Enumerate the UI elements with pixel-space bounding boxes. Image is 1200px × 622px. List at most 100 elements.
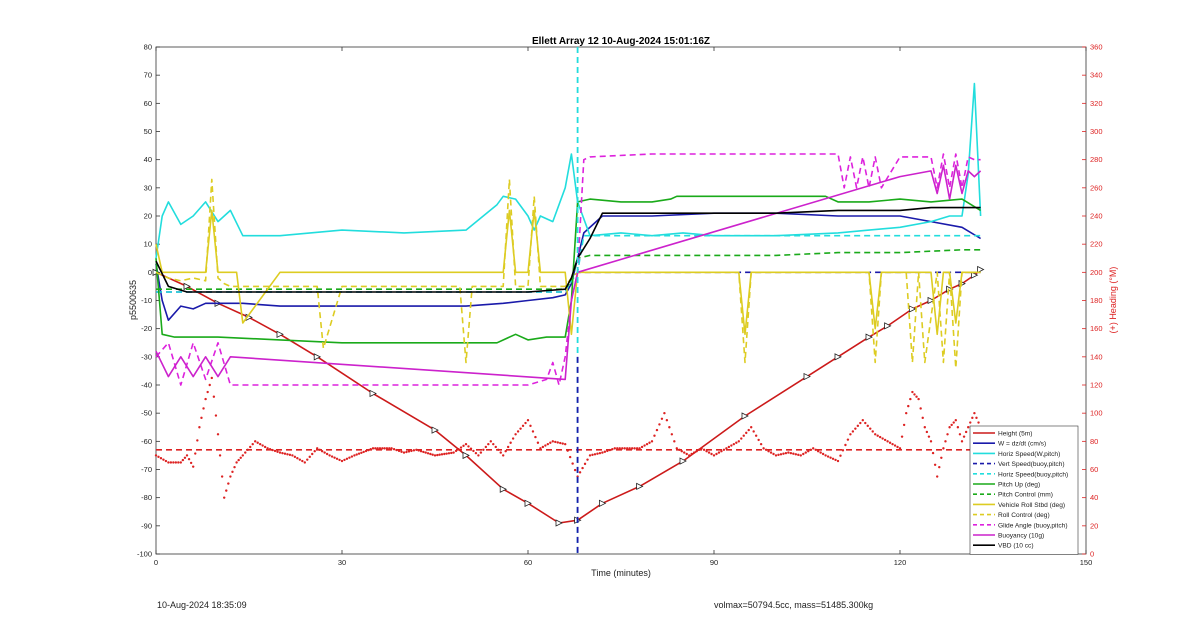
series-heading-point bbox=[374, 447, 377, 450]
legend-label: W = dz/dt (cm/s) bbox=[998, 441, 1046, 448]
series-heading-point bbox=[258, 442, 262, 446]
series-heading-point bbox=[648, 441, 651, 444]
series-heading-point bbox=[293, 455, 297, 459]
series-height-5m-marker bbox=[834, 353, 842, 361]
series-heading-point bbox=[296, 457, 299, 460]
series-heading-point bbox=[578, 471, 582, 474]
series-heading-point bbox=[754, 434, 758, 437]
series-heading-point bbox=[157, 455, 160, 459]
y-tick-label-left: 40 bbox=[144, 155, 152, 164]
series-heading-point bbox=[343, 458, 346, 462]
series-heading-point bbox=[826, 455, 830, 458]
series-heading-point bbox=[214, 414, 218, 417]
series-heading-point bbox=[846, 438, 850, 441]
series-heading-point bbox=[353, 454, 356, 457]
series-heading-point bbox=[494, 445, 497, 449]
series-heading-point bbox=[164, 459, 168, 463]
series-heading-point bbox=[948, 426, 951, 429]
series-heading-point bbox=[192, 465, 195, 468]
series-heading-point bbox=[303, 461, 306, 464]
series-heading-point bbox=[581, 466, 584, 470]
y-tick-label-right: 360 bbox=[1090, 43, 1103, 52]
series-heading-point bbox=[229, 475, 232, 478]
series-heading-point bbox=[573, 468, 577, 472]
series-w-dz-dt-cm-s bbox=[155, 212, 982, 321]
series-heading-point bbox=[546, 442, 550, 446]
series-heading-point bbox=[909, 397, 912, 401]
y-tick-label-right: 300 bbox=[1090, 127, 1103, 136]
series-heading-point bbox=[886, 440, 889, 443]
series-heading-point bbox=[288, 453, 292, 457]
series-heading-point bbox=[812, 447, 815, 450]
series-heading-point bbox=[710, 452, 713, 456]
series-heading-point bbox=[306, 458, 309, 461]
legend-label: Roll Control (deg) bbox=[998, 512, 1050, 519]
series-height-5m-marker bbox=[803, 372, 811, 381]
series-heading-point bbox=[385, 447, 389, 450]
legend-label: Buoyancy (10g) bbox=[998, 533, 1044, 540]
series-heading-point bbox=[237, 458, 240, 462]
series-heading-point bbox=[194, 452, 197, 455]
x-tick-label: 150 bbox=[1080, 558, 1093, 567]
series-heading-point bbox=[591, 453, 594, 457]
series-heading-point bbox=[251, 442, 254, 446]
series-heading-point bbox=[712, 454, 716, 457]
y-tick-label-right: 200 bbox=[1090, 268, 1103, 277]
y-tick-label-left: -10 bbox=[141, 296, 152, 305]
series-heading-point bbox=[888, 441, 892, 444]
series-heading-point bbox=[529, 424, 532, 428]
series-heading-point bbox=[210, 376, 213, 380]
series-heading-point bbox=[900, 435, 904, 438]
series-heading-point bbox=[185, 454, 189, 457]
series-heading-point bbox=[405, 450, 408, 454]
series-heading-point bbox=[650, 440, 654, 443]
series-heading-point bbox=[371, 447, 375, 450]
series-height-5m-marker bbox=[499, 485, 508, 493]
series-heading-point bbox=[544, 444, 547, 447]
series-heading-point bbox=[447, 452, 451, 455]
series-heading-point bbox=[241, 454, 244, 457]
series-heading-point bbox=[663, 411, 666, 415]
series-heading-point bbox=[871, 430, 874, 433]
series-height-5m-marker bbox=[884, 322, 892, 330]
series-heading-point bbox=[683, 451, 686, 454]
series-heading-point bbox=[787, 451, 790, 454]
series-heading-point bbox=[561, 442, 564, 445]
series-heading-point bbox=[621, 447, 624, 450]
series-height-5m-marker bbox=[369, 389, 377, 398]
series-heading-point bbox=[571, 462, 574, 465]
series-heading-point bbox=[747, 428, 750, 432]
series-heading-point bbox=[216, 433, 220, 436]
series-heading-point bbox=[189, 461, 193, 465]
series-heading-point bbox=[834, 458, 837, 462]
series-heading-point bbox=[492, 442, 495, 446]
series-heading-point bbox=[752, 430, 755, 433]
series-height-5m-marker bbox=[679, 457, 687, 465]
series-height-5m-marker bbox=[313, 353, 322, 361]
series-heading-point bbox=[433, 454, 437, 457]
series-heading-point bbox=[839, 454, 842, 457]
series-heading-point bbox=[239, 456, 242, 459]
series-heading-point bbox=[854, 427, 857, 430]
series-heading-point bbox=[774, 454, 778, 457]
chart-title: Ellett Array 12 10-Aug-2024 15:01:16Z bbox=[532, 36, 710, 47]
series-heading-point bbox=[298, 458, 302, 461]
series-heading-point bbox=[521, 424, 525, 428]
x-tick-label: 0 bbox=[154, 558, 158, 567]
series-heading-point bbox=[440, 453, 444, 456]
series-heading-point bbox=[626, 447, 629, 450]
y-tick-label-right: 100 bbox=[1090, 409, 1103, 418]
series-heading-point bbox=[925, 430, 929, 434]
series-heading-point bbox=[266, 447, 269, 450]
y-tick-label-right: 220 bbox=[1090, 240, 1103, 249]
series-heading-point bbox=[335, 457, 339, 460]
y-tick-label-right: 60 bbox=[1090, 465, 1098, 474]
series-heading-point bbox=[281, 451, 284, 455]
series-heading-point bbox=[690, 452, 693, 456]
series-heading-point bbox=[598, 451, 602, 455]
series-heading-point bbox=[954, 419, 957, 422]
series-heading-point bbox=[927, 435, 931, 438]
series-heading-point bbox=[730, 444, 733, 447]
series-heading-point bbox=[426, 452, 430, 455]
series-heading-point bbox=[531, 430, 535, 433]
